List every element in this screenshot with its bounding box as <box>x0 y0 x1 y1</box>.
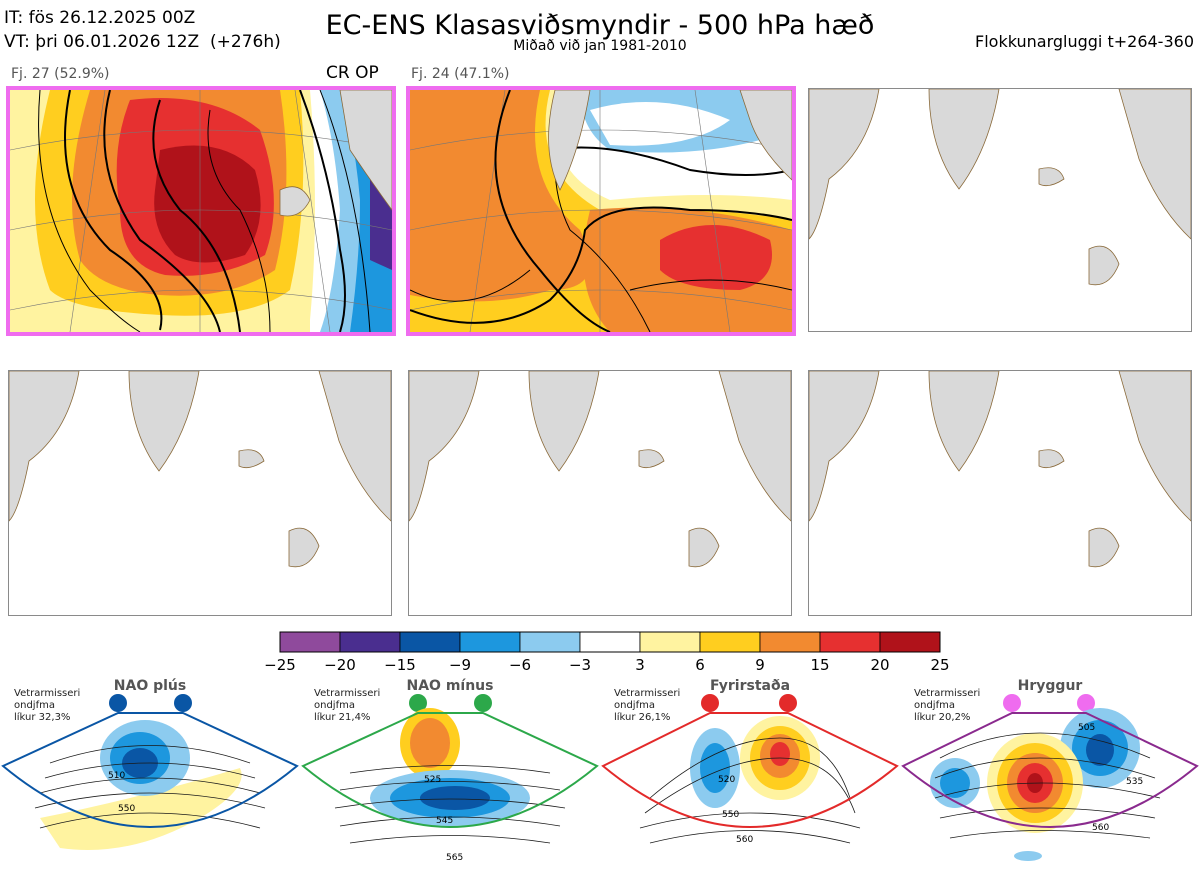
empty-map-3-svg <box>809 89 1191 286</box>
contour-label: 545 <box>436 816 453 826</box>
valid-time: VT: þri 06.01.2026 12Z (+276h) <box>4 32 281 52</box>
contour-label: 510 <box>108 771 125 781</box>
colorbar-tick-label: −9 <box>448 656 472 674</box>
panel-1-badge: CR OP <box>326 63 379 83</box>
colorbar-tick-label: −3 <box>568 656 592 674</box>
regime-marker <box>1003 694 1021 712</box>
empty-map-5-svg <box>409 371 791 568</box>
empty-map-6-svg <box>809 371 1191 568</box>
colorbar-tick-label: 20 <box>870 656 890 674</box>
contour-label: 525 <box>424 775 441 785</box>
regime-marker <box>474 694 492 712</box>
regime-ridge[interactable]: Hryggur Vetrarmisseri ondjfma líkur 20,2… <box>900 678 1200 871</box>
regime-note: Vetrarmisseri ondjfma líkur 32,3% <box>14 688 81 723</box>
regime-marker <box>174 694 192 712</box>
cluster-map-2-svg <box>410 90 792 332</box>
colorbar-tick-label: −25 <box>264 656 296 674</box>
regime-map: 520 550 560 <box>601 694 899 845</box>
colorbar-tick-label: −20 <box>324 656 356 674</box>
colorbar-tick-label: 25 <box>930 656 950 674</box>
regime-map: 510 550 <box>1 694 299 850</box>
header-times: IT: fös 26.12.2025 00Z VT: þri 06.01.202… <box>4 6 281 54</box>
colorbar-cell <box>459 631 521 653</box>
init-time: IT: fös 26.12.2025 00Z <box>4 8 196 28</box>
contour-label: 520 <box>718 775 735 785</box>
regime-marker <box>701 694 719 712</box>
colorbar-tick-label: 9 <box>755 656 765 674</box>
contour-label: 560 <box>1092 823 1109 833</box>
cluster-map-1[interactable] <box>6 86 396 336</box>
regime-title: NAO mínus <box>406 678 494 694</box>
regime-marker <box>779 694 797 712</box>
cluster-map-2[interactable] <box>406 86 796 336</box>
colorbar-cell <box>279 631 341 653</box>
colorbar-tick-label: −15 <box>384 656 416 674</box>
regime-nao-minus[interactable]: NAO mínus Vetrarmisseri ondjfma líkur 21… <box>300 678 600 871</box>
regime-note: Vetrarmisseri ondjfma líkur 20,2% <box>914 688 981 723</box>
contour-label: 565 <box>446 853 463 863</box>
colorbar-cell <box>699 631 761 653</box>
page-title: EC-ENS Klasasviðsmyndir - 500 hPa hæð <box>325 10 875 41</box>
page-subtitle: Miðað við jan 1981-2010 <box>513 38 687 54</box>
regime-note: Vetrarmisseri ondjfma líkur 26,1% <box>614 688 681 723</box>
colorbar-cell <box>339 631 401 653</box>
colorbar-cell <box>579 631 641 653</box>
colorbar-cell <box>759 631 821 653</box>
panel-1-label: Fj. 27 (52.9%) <box>11 66 110 82</box>
contour-label: 560 <box>736 835 753 845</box>
empty-map-4-svg <box>9 371 391 568</box>
colorbar-tick-label: 3 <box>635 656 645 674</box>
colorbar-tick-label: −6 <box>508 656 532 674</box>
regime-marker <box>409 694 427 712</box>
regime-note: Vetrarmisseri ondjfma líkur 21,4% <box>314 688 381 723</box>
contour-label: 550 <box>722 810 739 820</box>
colorbar-cell <box>519 631 581 653</box>
regime-map: 505 535 560 <box>901 694 1199 861</box>
regime-marker <box>1077 694 1095 712</box>
colorbar: −25 −20 −15 −9 −6 −3 3 6 9 15 20 25 <box>260 630 960 680</box>
regime-blocking[interactable]: Fyrirstaða Vetrarmisseri ondjfma líkur 2… <box>600 678 900 871</box>
colorbar-cell <box>639 631 701 653</box>
regime-map: 525 545 565 <box>301 694 599 863</box>
colorbar-tick-label: 15 <box>810 656 830 674</box>
regime-nao-plus[interactable]: NAO plús Vetrarmisseri ondjfma líkur 32,… <box>0 678 300 871</box>
cluster-map-3[interactable] <box>808 88 1192 332</box>
colorbar-cell <box>399 631 461 653</box>
colorbar-cell <box>879 631 941 653</box>
cluster-map-6[interactable] <box>808 370 1192 616</box>
contour-label: 535 <box>1126 777 1143 787</box>
regime-title: Hryggur <box>1017 678 1083 694</box>
colorbar-svg <box>279 631 941 653</box>
panel-2-label: Fj. 24 (47.1%) <box>411 66 510 82</box>
regime-marker <box>109 694 127 712</box>
regime-title: Fyrirstaða <box>709 678 791 694</box>
classification-window: Flokkunargluggi t+264-360 <box>975 32 1194 51</box>
colorbar-tick-label: 6 <box>695 656 705 674</box>
cluster-map-4[interactable] <box>8 370 392 616</box>
contour-label: 550 <box>118 804 135 814</box>
colorbar-cell <box>819 631 881 653</box>
contour-label: 505 <box>1078 723 1095 733</box>
cluster-map-1-svg <box>10 90 392 332</box>
cluster-map-5[interactable] <box>408 370 792 616</box>
regime-title: NAO plús <box>113 678 187 694</box>
